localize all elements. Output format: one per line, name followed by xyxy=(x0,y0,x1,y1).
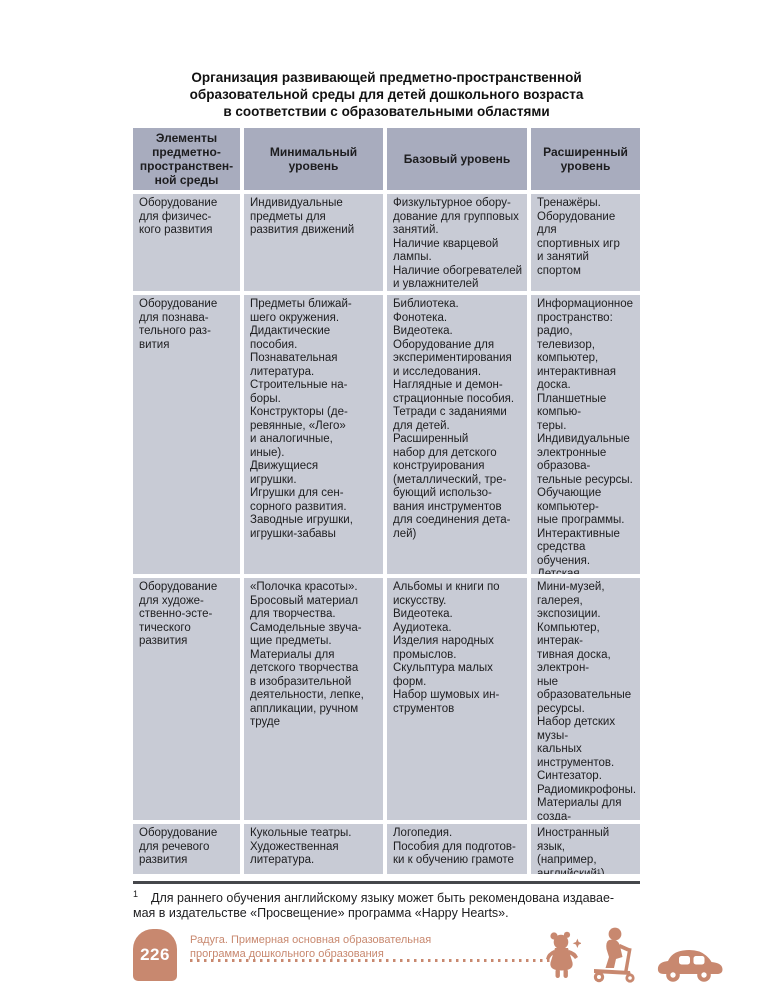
dotted-divider xyxy=(190,959,562,962)
table-cell-cognitive-element: Оборудование для познава- тельного раз- … xyxy=(133,295,240,574)
table-cell-cognitive-minimal: Предметы ближай- шего окружения. Дидакти… xyxy=(244,295,383,574)
column-header-basic-level: Базовый уровень xyxy=(387,128,527,190)
car-icon xyxy=(656,946,724,984)
table-cell-physical-minimal: Индивидуальные предметы для развития дви… xyxy=(244,194,383,291)
page-title: Организация развивающей предметно-простр… xyxy=(189,70,584,119)
table-cell-physical-extended: Тренажёры. Оборудование для спортивных и… xyxy=(531,194,640,291)
table-cell-speech-minimal: Кукольные театры. Художественная литерат… xyxy=(244,824,383,874)
footnote-marker: 1 xyxy=(133,889,139,899)
table-cell-cognitive-extended: Информационное пространство: радио, теле… xyxy=(531,295,640,574)
footnote: 1 Для раннего обучения английскому языку … xyxy=(133,887,640,920)
table-cell-artistic-element: Оборудование для художе- ственно-эсте- т… xyxy=(133,578,240,820)
footnote-text: Для раннего обучения английскому языку м… xyxy=(133,891,615,920)
table-cell-cognitive-basic: Библиотека. Фонотека. Видеотека. Оборудо… xyxy=(387,295,527,574)
table-cell-artistic-minimal: «Полочка красоты». Бросовый материал для… xyxy=(244,578,383,820)
page-number-badge: 226 xyxy=(133,929,177,981)
table-cell-speech-basic: Логопедия. Пособия для подготов- ки к об… xyxy=(387,824,527,874)
table-cell-artistic-basic: Альбомы и книги по искусству. Видеотека.… xyxy=(387,578,527,820)
content-area: Организация развивающей предметно-простр… xyxy=(133,0,640,920)
environment-levels-table: Элементы предметно- пространствен- ной с… xyxy=(133,128,640,874)
column-header-elements: Элементы предметно- пространствен- ной с… xyxy=(133,128,240,190)
table-cell-artistic-extended: Мини-музей, галерея, экспозиции. Компьют… xyxy=(531,578,640,820)
column-header-extended-level: Расширенный уровень xyxy=(531,128,640,190)
table-cell-speech-extended: Иностранный язык, (например, английский¹… xyxy=(531,824,640,874)
column-header-minimal-level: Минимальный уровень xyxy=(244,128,383,190)
table-cell-speech-element: Оборудование для речевого развития xyxy=(133,824,240,874)
table-cell-physical-basic: Физкультурное обору- дование для группов… xyxy=(387,194,527,291)
footnote-divider xyxy=(133,881,640,884)
page-number: 226 xyxy=(140,945,170,964)
footer-caption: Радуга. Примерная основная образовательн… xyxy=(190,934,432,960)
table-cell-physical-element: Оборудование для физичес- кого развития xyxy=(133,194,240,291)
scooter-child-icon xyxy=(589,927,641,983)
fairy-icon xyxy=(543,931,581,979)
